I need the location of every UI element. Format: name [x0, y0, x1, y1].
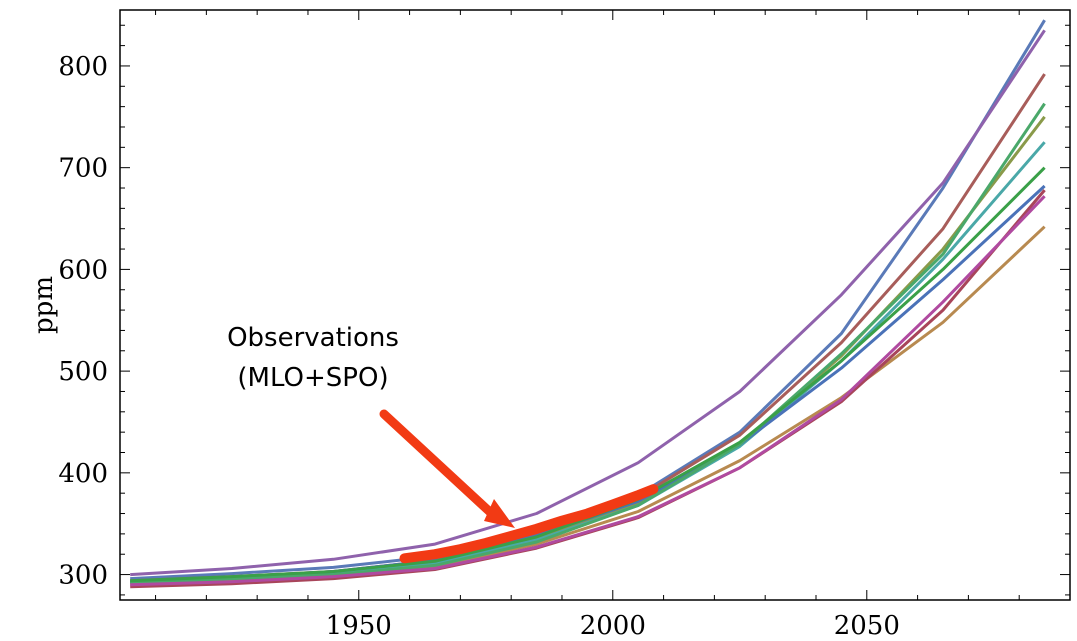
y-tick-label: 700	[58, 154, 108, 184]
annotation-arrow-head	[484, 499, 515, 528]
observations-line	[399, 484, 659, 564]
annotation-arrow-shaft	[379, 409, 495, 517]
series-group	[130, 19, 1046, 589]
series-line-1	[130, 19, 1046, 581]
series-line-6	[130, 225, 1046, 586]
y-axis-label: ppm	[29, 276, 59, 334]
plot-frame	[119, 9, 1071, 601]
series-line-11	[130, 195, 1046, 587]
series-line-9	[130, 102, 1046, 585]
annotation-line-2: (MLO+SPO)	[237, 363, 388, 393]
y-tick-label: 800	[58, 52, 108, 82]
annotation-arrow	[379, 409, 515, 528]
axis-ticks	[120, 10, 1070, 600]
y-tick-label: 500	[58, 357, 108, 387]
annotation-line-1: Observations	[227, 323, 399, 353]
x-tick-label: 2050	[834, 611, 900, 641]
x-tick-label: 2000	[580, 611, 646, 641]
y-tick-label: 300	[58, 561, 108, 591]
y-tick-label: 600	[58, 255, 108, 285]
y-tick-label: 400	[58, 459, 108, 489]
x-tick-label: 1950	[326, 611, 392, 641]
tick-labels: 1950 2000 2050 300 400 500 600 700 800	[58, 52, 900, 641]
observations-group	[399, 484, 659, 564]
series-line-4	[130, 29, 1046, 577]
